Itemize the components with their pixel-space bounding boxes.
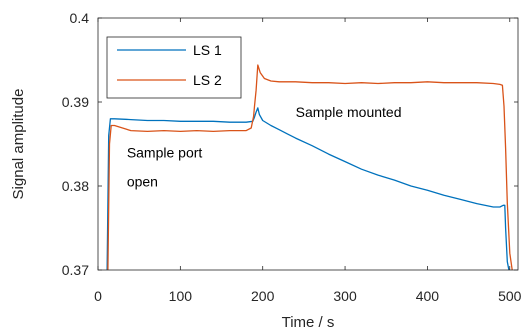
x-axis-label: Time / s [282, 314, 335, 331]
annotation-1-line-0: Sample mounted [296, 104, 402, 120]
x-tick-label: 100 [169, 288, 193, 304]
annotation-0-line-0: Sample port [127, 144, 203, 160]
series-line-ls-2 [107, 64, 513, 271]
annotation-0-line-1: open [127, 173, 158, 189]
ticks-layer: 0 100 200 300 400 500 0.37 0.38 0.39 0.4 [62, 10, 522, 304]
x-tick-label: 300 [333, 288, 357, 304]
legend-box [106, 36, 242, 99]
plot-frame [97, 17, 519, 271]
annotation-layer: Sample port open Sample mounted [127, 104, 402, 189]
x-tick-label: 0 [94, 288, 102, 304]
legend-label-ls-2: LS 2 [193, 72, 222, 88]
x-tick-label: 500 [498, 288, 522, 304]
series-line-ls-1 [106, 107, 510, 271]
legend: LS 1 LS 2 [106, 36, 242, 99]
y-tick-label: 0.37 [62, 262, 89, 278]
x-tick-label: 400 [416, 288, 440, 304]
y-tick-label: 0.38 [62, 178, 89, 194]
series-layer [106, 64, 513, 271]
legend-label-ls-1: LS 1 [193, 42, 222, 58]
y-tick-label: 0.4 [70, 10, 90, 26]
y-tick-label: 0.39 [62, 94, 89, 110]
y-axis-label: Signal amplitude [10, 89, 27, 200]
x-tick-label: 200 [251, 288, 275, 304]
